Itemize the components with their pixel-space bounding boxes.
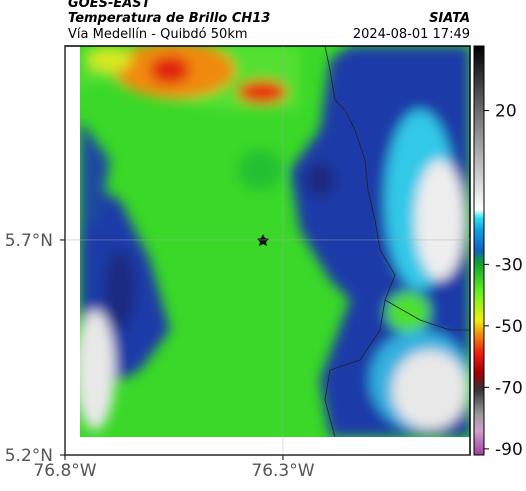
x-tick-label: 76.8°W (33, 461, 96, 481)
source: GOES-EAST (68, 0, 152, 11)
org: SIATA (429, 11, 470, 26)
colorbar-tick-label: -90 (495, 440, 523, 460)
y-tick-label: 5.7°N (5, 231, 53, 251)
colorbar-tick-label: -70 (495, 378, 523, 398)
satellite-image (80, 46, 470, 437)
x-tick-label: 76.3°W (251, 461, 314, 481)
y-tick-label: 5.2°N (5, 446, 53, 466)
title: Temperatura de Brillo CH13 (68, 11, 270, 26)
subtitle: Vía Medellín - Quibdó 50km (68, 27, 248, 42)
colorbar-tick-label: 20 (495, 102, 517, 122)
datetime: 2024-08-01 17:49 (353, 27, 470, 42)
colorbar-tick-label: -50 (495, 317, 523, 337)
colorbar-tick-label: -30 (495, 255, 523, 275)
colorbar (473, 45, 485, 456)
